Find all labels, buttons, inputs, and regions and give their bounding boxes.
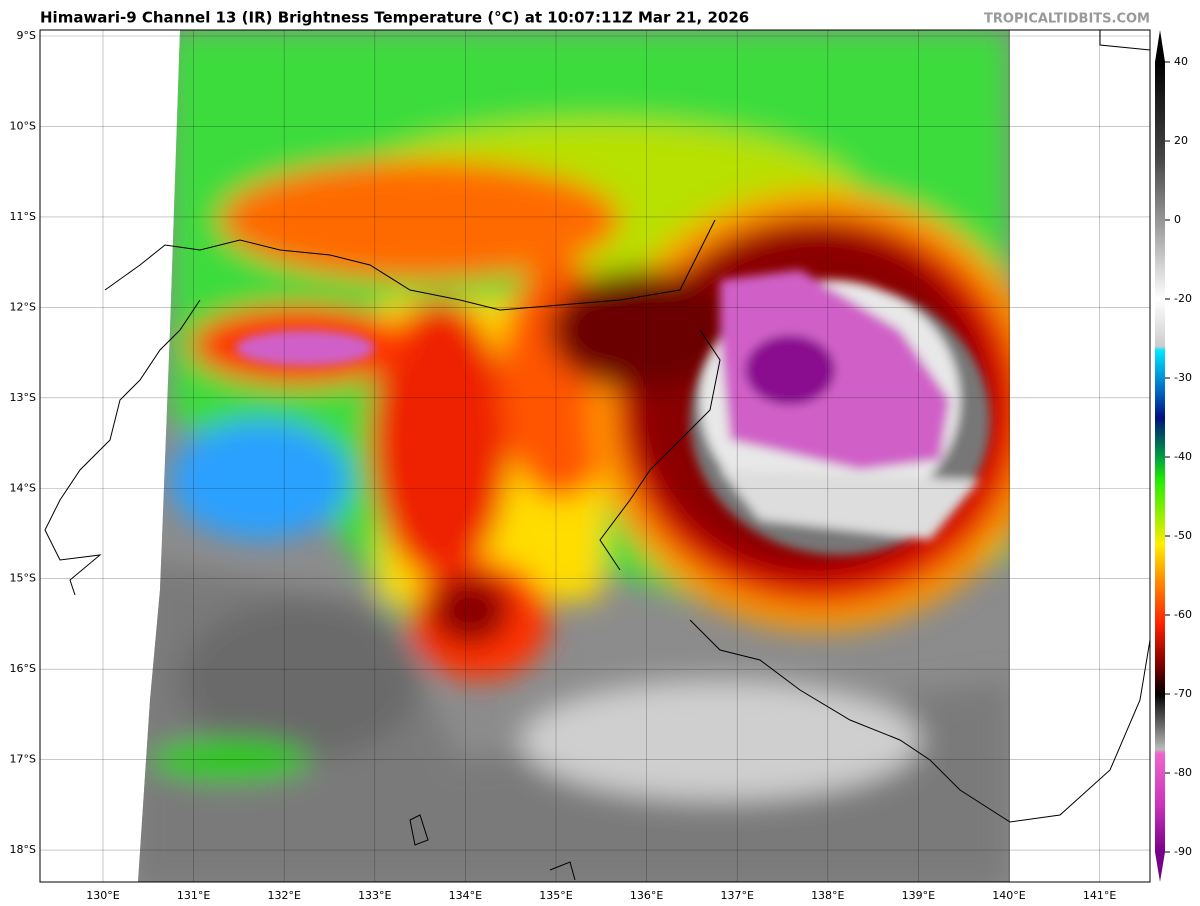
lat-label: 14°S — [10, 481, 36, 494]
colorbar-tick-label: -40 — [1174, 450, 1192, 463]
lat-label: 12°S — [10, 300, 36, 313]
lat-label: 13°S — [10, 391, 36, 404]
lon-label: 138°E — [811, 889, 844, 902]
colorbar-top-arrow — [1155, 30, 1165, 62]
colorbar-tick-label: 20 — [1174, 134, 1188, 147]
colorbar-tick-label: -60 — [1174, 608, 1192, 621]
colorbar-tick-label: -50 — [1174, 529, 1192, 542]
colorbar-tick-label: -20 — [1174, 292, 1192, 305]
lon-label: 136°E — [630, 889, 663, 902]
satellite-imagery — [138, 30, 1010, 882]
lon-label: 140°E — [992, 889, 1025, 902]
colorbar-tick-label: 40 — [1174, 55, 1188, 68]
lat-label: 16°S — [10, 662, 36, 675]
lon-label: 141°E — [1083, 889, 1116, 902]
colorbar-tick-label: -30 — [1174, 371, 1192, 384]
colorbar-tick-label: -70 — [1174, 687, 1192, 700]
lat-label: 17°S — [10, 753, 36, 766]
lat-label: 9°S — [17, 29, 36, 42]
colorbar-tick-label: -90 — [1174, 845, 1192, 858]
coastlines — [44, 30, 1150, 881]
colorbar-tick-label: -80 — [1174, 766, 1192, 779]
lon-label: 137°E — [720, 889, 753, 902]
lon-label: 131°E — [177, 889, 210, 902]
lon-label: 135°E — [539, 889, 572, 902]
map-frame — [39, 29, 1151, 883]
lon-label: 133°E — [358, 889, 391, 902]
lon-label: 130°E — [86, 889, 119, 902]
graticule — [40, 30, 1150, 882]
colorbar — [1155, 62, 1165, 852]
lat-label: 11°S — [10, 210, 36, 223]
lon-label: 132°E — [267, 889, 300, 902]
lon-label: 139°E — [902, 889, 935, 902]
colorbar-tick-label: 0 — [1174, 213, 1181, 226]
lat-label: 15°S — [10, 572, 36, 585]
colorbar-bottom-arrow — [1155, 852, 1165, 882]
lon-label: 134°E — [449, 889, 482, 902]
title: Himawari-9 Channel 13 (IR) Brightness Te… — [40, 9, 749, 27]
lat-label: 18°S — [10, 843, 36, 856]
lat-label: 10°S — [10, 119, 36, 132]
watermark: TROPICALTIDBITS.COM — [984, 12, 1150, 27]
